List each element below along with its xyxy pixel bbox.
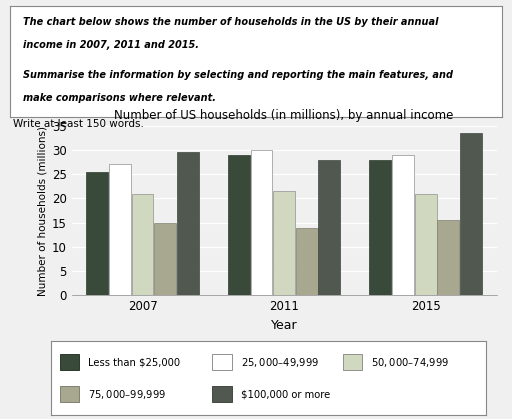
Bar — [228, 155, 250, 295]
Bar — [343, 354, 362, 370]
Text: $25,000–$49,999: $25,000–$49,999 — [241, 355, 318, 369]
Text: make comparisons where relevant.: make comparisons where relevant. — [23, 93, 216, 103]
Bar — [177, 153, 199, 295]
Text: income in 2007, 2011 and 2015.: income in 2007, 2011 and 2015. — [23, 40, 199, 49]
Text: $50,000–$74,999: $50,000–$74,999 — [371, 355, 449, 369]
Bar — [392, 155, 414, 295]
Text: Summarise the information by selecting and reporting the main features, and: Summarise the information by selecting a… — [23, 70, 453, 80]
Y-axis label: Number of households (millions): Number of households (millions) — [38, 126, 48, 295]
Text: Less than $25,000: Less than $25,000 — [88, 357, 180, 367]
Bar — [60, 354, 79, 370]
Bar — [60, 386, 79, 402]
Bar — [109, 165, 131, 295]
Text: $75,000–$99,999: $75,000–$99,999 — [88, 388, 166, 401]
Bar — [154, 222, 176, 295]
Bar — [460, 133, 482, 295]
Bar — [212, 386, 232, 402]
Bar — [250, 150, 272, 295]
Text: The chart below shows the number of households in the US by their annual: The chart below shows the number of hous… — [23, 18, 438, 27]
Bar — [86, 172, 108, 295]
Bar — [212, 354, 232, 370]
Text: $100,000 or more: $100,000 or more — [241, 389, 330, 399]
X-axis label: Year: Year — [271, 319, 297, 332]
Bar — [132, 194, 154, 295]
Bar — [437, 220, 459, 295]
Bar — [318, 160, 340, 295]
Title: Number of US households (in millions), by annual income: Number of US households (in millions), b… — [115, 109, 454, 122]
Bar — [273, 191, 295, 295]
Bar — [370, 160, 392, 295]
Bar — [415, 194, 437, 295]
Text: Write at least 150 words.: Write at least 150 words. — [13, 119, 144, 129]
Bar — [296, 228, 318, 295]
